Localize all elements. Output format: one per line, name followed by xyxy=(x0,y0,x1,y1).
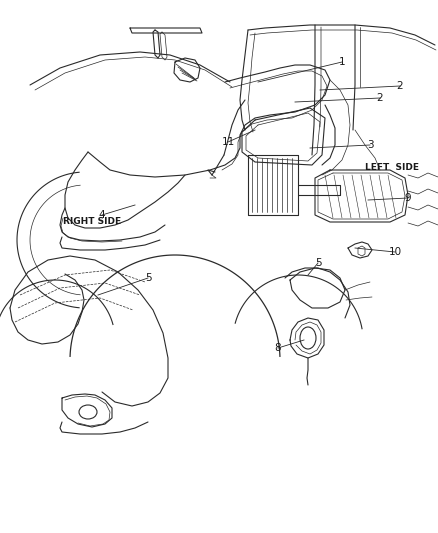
Text: 4: 4 xyxy=(99,210,105,220)
Text: 2: 2 xyxy=(397,81,403,91)
Text: 1: 1 xyxy=(339,57,345,67)
Text: 3: 3 xyxy=(367,140,373,150)
Text: 11: 11 xyxy=(221,137,235,147)
Text: RIGHT SIDE: RIGHT SIDE xyxy=(63,217,121,227)
Text: 8: 8 xyxy=(275,343,281,353)
Text: 10: 10 xyxy=(389,247,402,257)
Text: 2: 2 xyxy=(377,93,383,103)
Text: 9: 9 xyxy=(405,193,411,203)
Text: 5: 5 xyxy=(145,273,151,283)
Text: 5: 5 xyxy=(314,258,321,268)
Text: LEFT  SIDE: LEFT SIDE xyxy=(365,164,419,173)
